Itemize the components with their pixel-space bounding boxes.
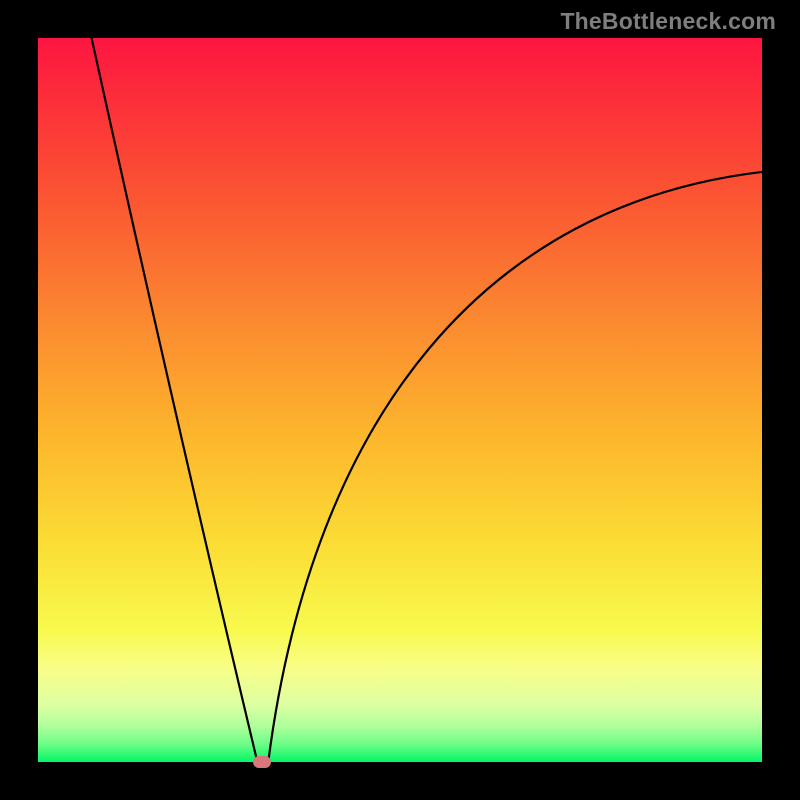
chart-container: TheBottleneck.com [0, 0, 800, 800]
plot-area [38, 38, 762, 762]
watermark-label: TheBottleneck.com [560, 8, 776, 35]
min-marker [253, 756, 271, 768]
watermark-text: TheBottleneck.com [560, 8, 776, 34]
gradient-background [38, 38, 762, 762]
